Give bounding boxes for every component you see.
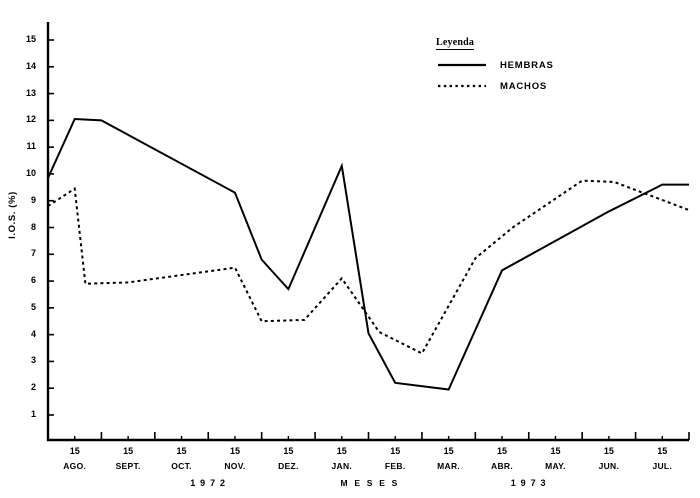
x-axis-day-label: 15: [443, 446, 454, 456]
x-axis-day-label: 15: [497, 446, 508, 456]
legend: Leyenda HEMBRAS MACHOS: [436, 32, 606, 92]
x-axis-month-label: MAR.: [437, 461, 461, 471]
x-axis-day-label: 15: [603, 446, 614, 456]
x-axis-day-label: 15: [123, 446, 134, 456]
x-axis-day-label: 15: [69, 446, 80, 456]
x-axis-month-label: JUL.: [652, 461, 673, 471]
x-axis-month-label: DEZ.: [278, 461, 299, 471]
series-line-hembras: [47, 117, 689, 391]
x-axis-month-label: JAN.: [331, 461, 353, 471]
x-axis-day-label: 15: [176, 446, 187, 456]
data-series-group: [47, 117, 690, 391]
x-axis-day-label: 15: [229, 446, 240, 456]
y-axis-tick-label: 1: [30, 409, 36, 419]
legend-entry-machos: MACHOS: [436, 80, 606, 92]
y-axis-tick-label: 3: [30, 355, 36, 366]
y-axis-tick-label: 6: [30, 275, 36, 286]
y-axis-tick-label: 9: [30, 194, 36, 205]
y-axis-tick-label: 12: [25, 114, 36, 125]
y-axis-tick-label: 11: [26, 141, 36, 152]
x-axis-month-label: FEB.: [384, 461, 406, 471]
x-axis-day-label: 15: [657, 446, 668, 456]
series-line-machos: [47, 179, 690, 355]
legend-entry-hembras: HEMBRAS: [436, 59, 606, 71]
y-axis-tick-label: 8: [30, 221, 36, 232]
y-axis-tick-label: 10: [25, 167, 36, 178]
legend-label-machos: MACHOS: [500, 80, 548, 92]
x-axis-month-label: JUN.: [598, 461, 620, 471]
x-axis-day-label: 15: [283, 446, 294, 456]
x-axis-day-label: 15: [336, 446, 347, 456]
legend-solid-line-icon: [436, 60, 488, 70]
x-axis-month-label: OCT.: [171, 461, 192, 471]
y-axis-tick-label: 15: [25, 34, 36, 44]
y-axis-tick-label: 14: [25, 60, 36, 71]
y-axis-tick-label: 5: [30, 301, 36, 312]
y-axis-tick-label: 13: [25, 87, 36, 98]
y-axis-tick-label: 2: [30, 382, 36, 393]
x-axis-month-label: ABR.: [491, 461, 514, 471]
x-axis-month-label: SEPT.: [115, 461, 141, 471]
x-axis-month-label: AGO.: [63, 461, 87, 471]
legend-title: Leyenda: [436, 37, 475, 50]
x-axis-year-label: 1 9 7 2: [190, 478, 227, 488]
x-axis-month-label: MAY.: [545, 461, 566, 471]
x-axis-day-label: 15: [550, 446, 561, 456]
x-axis-title: M E S E S: [340, 478, 400, 488]
y-axis-tick-label: 7: [30, 248, 36, 259]
y-axis-ticks: [48, 39, 54, 416]
x-axis-ticks: [47, 432, 690, 440]
y-axis-tick-label: 4: [30, 328, 36, 339]
x-axis-year-label: 1 9 7 3: [510, 478, 547, 488]
legend-label-hembras: HEMBRAS: [500, 59, 554, 71]
x-axis-month-label: NOV.: [224, 461, 246, 471]
legend-dotted-line-icon: [436, 81, 488, 91]
x-axis-day-label: 15: [390, 446, 401, 456]
